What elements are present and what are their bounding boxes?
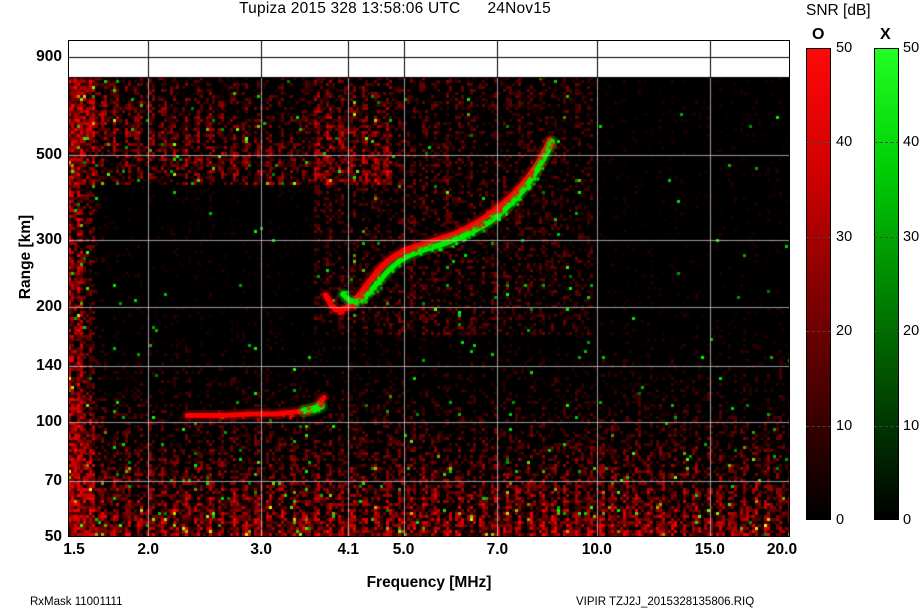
colorbar-tick-mark: [874, 331, 899, 333]
colorbar-tick-mark: [806, 236, 831, 238]
y-tick-label: 200: [36, 298, 62, 315]
y-tick-label: 50: [44, 528, 62, 545]
datafile-label: VIPIR TZJ2J_2015328135806.RIQ: [576, 596, 755, 608]
colorbar-x-mode: [874, 48, 899, 520]
colorbar-tick-label: 20: [836, 323, 853, 340]
colorbar-title: SNR [dB]: [806, 2, 871, 19]
y-axis-ticks: 50 70 100 140 200 300 500 900: [0, 40, 62, 545]
x-tick-label: 10.0: [581, 541, 612, 558]
colorbar-o-mode: [806, 48, 831, 520]
colorbar-tick-mark: [806, 425, 831, 427]
colorbar-tick-label: 50: [903, 40, 920, 56]
y-tick-label: 70: [44, 472, 62, 490]
colorbar-tick-label: 30: [903, 228, 920, 245]
y-tick-label: 140: [36, 357, 62, 375]
plot-area[interactable]: [68, 40, 790, 537]
colorbar-tick-label: 30: [836, 228, 853, 245]
x-tick-label: 4.1: [337, 541, 360, 558]
x-tick-label: 15.0: [694, 541, 725, 558]
ionogram-canvas[interactable]: [68, 40, 790, 537]
colorbar-x-mode-label: X: [880, 26, 891, 43]
x-axis-label: Frequency [MHz]: [366, 574, 492, 591]
colorbar-tick-label: 50: [836, 40, 853, 56]
colorbar-tick-label: 0: [836, 512, 845, 528]
x-tick-label: 3.0: [250, 541, 272, 558]
colorbar-tick-label: 40: [836, 134, 853, 151]
colorbar-tick-label: 10: [836, 417, 853, 434]
colorbar-tick-mark: [874, 425, 899, 427]
colorbar-o-mode-label: O: [812, 26, 825, 43]
colorbar-tick-label: 20: [903, 323, 920, 340]
colorbar-tick-mark: [874, 142, 899, 144]
colorbar-o-ticks: 0 10 20 30 40 50: [806, 40, 870, 528]
colorbar-tick-mark: [806, 142, 831, 144]
y-tick-label: 100: [36, 413, 62, 430]
x-tick-label: 7.0: [486, 541, 509, 558]
rxmask-label: RxMask 11001111: [30, 596, 123, 608]
x-tick-label: 20.0: [766, 541, 798, 558]
colorbar-tick-label: 40: [903, 134, 920, 151]
page-title: Tupiza 2015 328 13:58:06 UTC 24Nov15: [239, 0, 551, 17]
y-tick-label: 900: [36, 48, 62, 66]
y-tick-label: 300: [36, 230, 62, 248]
y-tick-label: 500: [36, 145, 62, 163]
x-tick-label: 1.5: [63, 541, 85, 558]
colorbar-x-ticks: 0 10 20 30 40 50: [874, 40, 922, 528]
colorbar-tick-mark: [874, 236, 899, 238]
x-axis-ticks: 1.5 2.0 3.0 4.1 5.0 7.0 10.0 15.0 20.0: [63, 541, 797, 563]
colorbar-tick-label: 10: [903, 417, 920, 434]
colorbar-tick-label: 0: [903, 512, 912, 528]
x-tick-label: 5.0: [392, 541, 415, 558]
colorbar-tick-mark: [806, 331, 831, 333]
x-tick-label: 2.0: [137, 541, 159, 558]
